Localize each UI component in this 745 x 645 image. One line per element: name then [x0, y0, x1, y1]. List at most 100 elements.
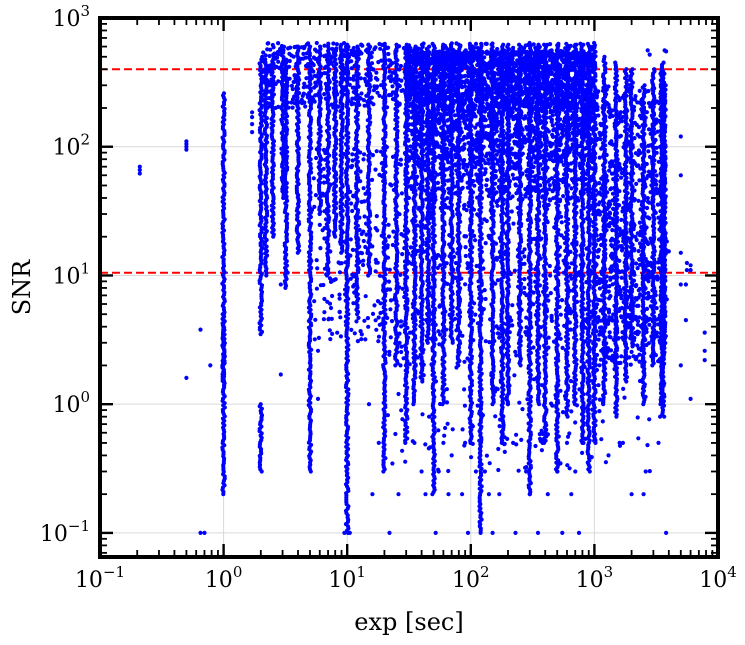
data-point [629, 492, 634, 497]
data-points [97, 40, 707, 536]
data-point [465, 530, 471, 536]
data-point [184, 147, 189, 152]
data-point [278, 282, 283, 287]
data-point [684, 260, 690, 266]
data-point [137, 167, 142, 173]
data-point [564, 440, 570, 445]
data-point [482, 469, 487, 474]
data-point [198, 327, 203, 332]
data-point [381, 469, 386, 474]
data-point [370, 492, 375, 497]
data-point [678, 282, 683, 287]
data-point [460, 492, 465, 497]
data-point [441, 440, 446, 445]
data-point [411, 402, 416, 407]
data-point [684, 268, 690, 273]
data-point [250, 122, 255, 127]
data-point [387, 530, 392, 536]
data-point [250, 115, 255, 120]
data-point [688, 263, 693, 268]
data-point [490, 530, 495, 536]
data-point [137, 171, 142, 176]
data-point [264, 273, 269, 278]
data-point [398, 363, 403, 368]
data-point [560, 530, 565, 536]
data-point [376, 440, 381, 445]
data-point [396, 391, 401, 397]
data-point [645, 48, 650, 53]
data-point [393, 363, 398, 368]
data-point [317, 211, 322, 217]
data-point [664, 530, 669, 536]
data-point [678, 363, 683, 368]
data-point [662, 48, 667, 53]
data-point [366, 273, 371, 278]
data-point [283, 285, 288, 290]
data-point [137, 164, 142, 169]
data-point [315, 348, 321, 353]
data-point [295, 250, 300, 255]
data-point [702, 358, 707, 363]
data-point [486, 492, 491, 497]
data-point [221, 492, 226, 497]
data-point [688, 268, 693, 273]
data-point [403, 440, 408, 445]
data-point [278, 372, 283, 377]
data-point [518, 363, 523, 368]
data-point [702, 348, 707, 353]
data-point [497, 492, 502, 497]
data-point [535, 530, 541, 536]
data-point [315, 396, 321, 401]
reference-lines [100, 68, 718, 274]
data-point [683, 282, 689, 287]
data-point [345, 530, 350, 536]
data-point [396, 492, 401, 497]
data-point [573, 469, 578, 474]
data-point [208, 363, 213, 368]
data-point [355, 312, 360, 317]
data-point [678, 173, 683, 178]
data-point [641, 492, 646, 497]
data-point [656, 440, 661, 445]
data-point [478, 530, 483, 536]
data-point [308, 469, 313, 474]
data-point [446, 492, 451, 497]
data-point [202, 530, 207, 536]
data-point [359, 337, 364, 342]
data-point [420, 379, 425, 384]
data-point [449, 453, 454, 458]
data-point [250, 130, 255, 135]
data-point [198, 530, 203, 536]
data-point [678, 134, 683, 139]
data-point [569, 492, 574, 497]
data-point [430, 492, 435, 497]
data-point [425, 340, 430, 345]
data-point [473, 469, 478, 474]
data-point [702, 330, 707, 335]
data-point [683, 318, 689, 323]
data-point [576, 530, 582, 536]
data-point [545, 492, 550, 497]
data-point [513, 530, 518, 536]
data-point [259, 469, 264, 474]
data-point [433, 530, 438, 536]
data-point [678, 250, 683, 255]
data-point [505, 402, 510, 407]
data-point [620, 440, 626, 445]
data-point [688, 396, 693, 401]
data-point [643, 469, 648, 474]
data-point [184, 139, 189, 144]
data-point [647, 52, 652, 57]
data-point [427, 414, 432, 419]
data-point [271, 234, 276, 239]
data-point [527, 492, 532, 497]
data-point [419, 469, 424, 474]
data-point [333, 234, 338, 239]
data-point [490, 402, 495, 407]
data-point [450, 340, 455, 345]
data-point [423, 492, 428, 497]
data-point [250, 110, 255, 115]
data-point [339, 250, 344, 255]
data-point [606, 453, 611, 458]
